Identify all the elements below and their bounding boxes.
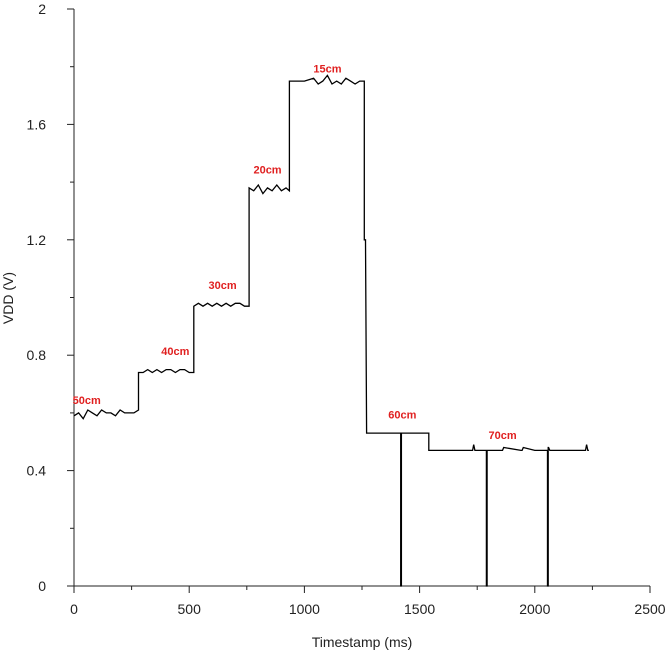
y-tick-label: 1.2 — [27, 232, 47, 248]
x-tick-label: 0 — [70, 601, 78, 617]
ticks: 0 500 1000 1500 2000 2500 0 0.4 0.8 1.2 1.6 2 — [27, 1, 666, 617]
x-tick-label: 1000 — [289, 601, 320, 617]
annotations: 50cm 40cm 30cm 20cm 15cm 60cm 70cm — [73, 63, 517, 441]
distance-annotation: 70cm — [488, 430, 516, 442]
distance-annotation: 40cm — [161, 346, 189, 358]
x-tick-label: 2000 — [519, 601, 550, 617]
distance-annotation: 20cm — [253, 164, 281, 176]
y-tick-label: 2 — [38, 1, 46, 17]
y-tick-label: 1.6 — [27, 116, 47, 132]
axes — [73, 9, 650, 587]
distance-annotation: 30cm — [209, 280, 237, 292]
x-tick-label: 2500 — [634, 601, 665, 617]
distance-annotation: 50cm — [73, 395, 101, 407]
distance-annotation: 15cm — [313, 63, 341, 75]
series-line — [73, 74, 589, 587]
x-axis-label: Timestamp (ms) — [312, 634, 413, 650]
x-tick-label: 1500 — [404, 601, 435, 617]
y-tick-label: 0.8 — [27, 347, 47, 363]
distance-annotation: 60cm — [388, 410, 416, 422]
y-axis-label: VDD (V) — [0, 272, 16, 324]
y-tick-label: 0.4 — [27, 463, 47, 479]
y-tick-label: 0 — [38, 578, 46, 594]
x-tick-label: 500 — [178, 601, 202, 617]
